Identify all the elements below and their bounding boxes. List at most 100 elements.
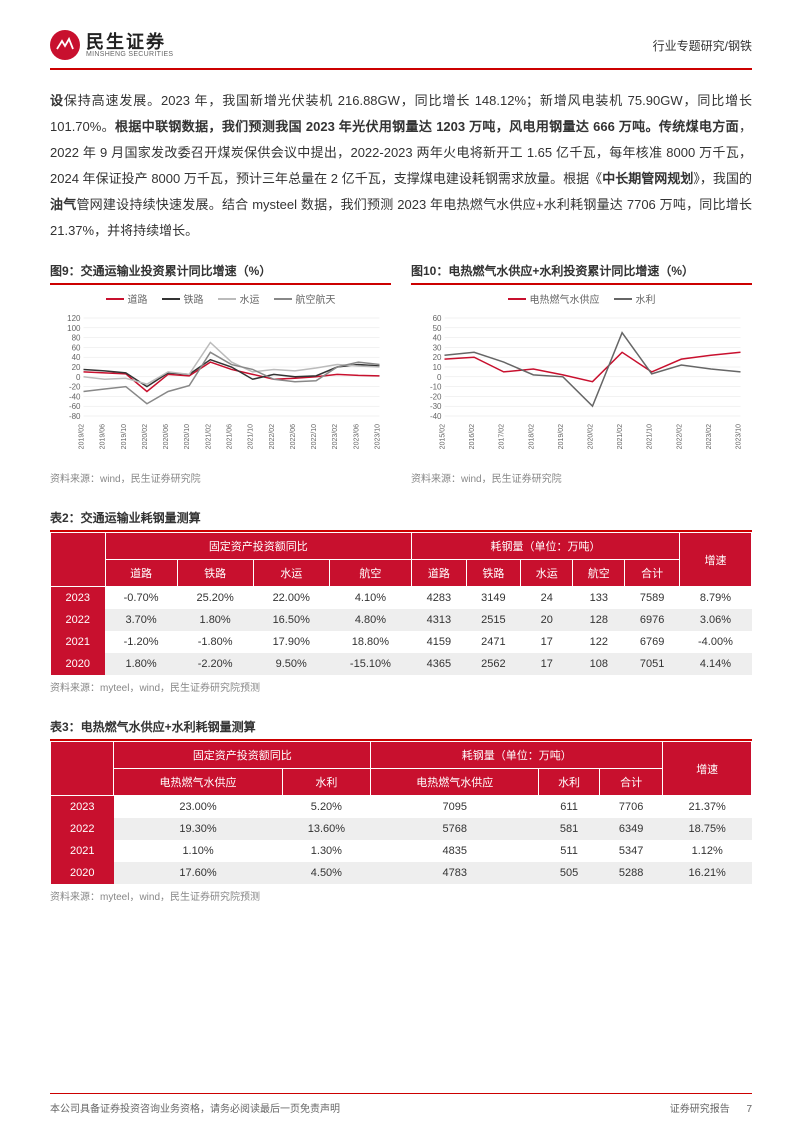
svg-text:20: 20 xyxy=(433,353,442,362)
svg-text:2022/02: 2022/02 xyxy=(676,424,683,449)
svg-text:-40: -40 xyxy=(69,392,81,401)
svg-text:2022/06: 2022/06 xyxy=(290,424,297,449)
svg-text:-30: -30 xyxy=(430,402,442,411)
table-cell: 5288 xyxy=(599,862,663,884)
svg-text:2022/10: 2022/10 xyxy=(311,424,318,449)
footer-disclaimer: 本公司具备证券投资咨询业务资格，请务必阅读最后一页免责声明 xyxy=(50,1100,340,1115)
table-cell: 5768 xyxy=(371,818,539,840)
table-row-year: 2022 xyxy=(51,609,106,631)
table-cell: 4.10% xyxy=(329,587,411,610)
logo-text-en: MINSHENG SECURITIES xyxy=(86,51,173,58)
svg-text:2018/02: 2018/02 xyxy=(528,424,535,449)
svg-text:2023/02: 2023/02 xyxy=(332,424,339,449)
table-cell: 3149 xyxy=(466,587,521,610)
table-2-title: 表2：交通运输业耗钢量测算 xyxy=(50,509,752,532)
svg-text:80: 80 xyxy=(72,334,81,343)
logo-text-cn: 民生证券 xyxy=(86,33,173,51)
table-cell: 1.80% xyxy=(177,609,253,631)
table-cell: 581 xyxy=(539,818,600,840)
table-row-year: 2023 xyxy=(51,796,114,819)
chart-10-legend: 电热燃气水供应 水利 xyxy=(411,291,752,306)
table-cell: 18.75% xyxy=(663,818,752,840)
table-cell: 2562 xyxy=(466,653,521,675)
table-cell: 4313 xyxy=(412,609,467,631)
chart-9-legend: 道路铁路水运航空航天 xyxy=(50,291,391,306)
logo: 民生证券 MINSHENG SECURITIES xyxy=(50,30,173,60)
legend-item: 道路 xyxy=(106,291,148,306)
legend-label: 铁路 xyxy=(184,291,204,306)
svg-text:2017/02: 2017/02 xyxy=(499,424,506,449)
table-sub-header: 合计 xyxy=(625,560,680,587)
table-cell: 6349 xyxy=(599,818,663,840)
legend-label: 水利 xyxy=(636,291,656,306)
table-row: 2023-0.70%25.20%22.00%4.10%4283314924133… xyxy=(51,587,752,610)
table-sub-header: 电热燃气水供应 xyxy=(371,769,539,796)
table-group-header: 耗钢量（单位：万吨） xyxy=(412,533,680,560)
svg-text:2023/10: 2023/10 xyxy=(736,424,743,449)
table-cell: -4.00% xyxy=(679,631,751,653)
svg-text:-10: -10 xyxy=(430,383,442,392)
svg-text:60: 60 xyxy=(433,314,442,323)
table-row-year: 2020 xyxy=(51,653,106,675)
table-cell: 17 xyxy=(521,653,573,675)
chart-9: 图9：交通运输业投资累计同比增速（%） 道路铁路水运航空航天 -80-60-40… xyxy=(50,262,391,485)
table-3-source: 资料来源：myteel，wind，民生证券研究院预测 xyxy=(50,888,752,903)
footer-page-number: 7 xyxy=(746,1104,752,1115)
svg-text:2021/06: 2021/06 xyxy=(227,424,234,449)
table-row-year: 2021 xyxy=(51,631,106,653)
table-sub-header: 电热燃气水供应 xyxy=(114,769,282,796)
svg-text:2021/02: 2021/02 xyxy=(205,424,212,449)
svg-text:2022/02: 2022/02 xyxy=(269,424,276,449)
table-cell: 6976 xyxy=(625,609,680,631)
table-cell: 505 xyxy=(539,862,600,884)
svg-text:2015/02: 2015/02 xyxy=(440,424,447,449)
footer-report-label: 证券研究报告 xyxy=(670,1104,730,1115)
table-2-source: 资料来源：myteel，wind，民生证券研究院预测 xyxy=(50,679,752,694)
table-cell: 128 xyxy=(573,609,625,631)
table-row: 202323.00%5.20%7095611770621.37% xyxy=(51,796,752,819)
svg-text:2020/02: 2020/02 xyxy=(588,424,595,449)
svg-text:30: 30 xyxy=(433,343,442,352)
table-cell: -1.80% xyxy=(177,631,253,653)
page-header: 民生证券 MINSHENG SECURITIES 行业专题研究/钢铁 xyxy=(50,30,752,70)
table-row-year: 2022 xyxy=(51,818,114,840)
table-sub-header: 航空 xyxy=(573,560,625,587)
table-3: 固定资产投资额同比耗钢量（单位：万吨）增速电热燃气水供应水利电热燃气水供应水利合… xyxy=(50,741,752,884)
table-cell: 9.50% xyxy=(253,653,329,675)
svg-text:60: 60 xyxy=(72,343,81,352)
svg-text:-40: -40 xyxy=(430,412,442,421)
legend-swatch xyxy=(162,298,180,300)
chart-10-title: 图10：电热燃气水供应+水利投资累计同比增速（%） xyxy=(411,262,752,285)
table-cell: 4.14% xyxy=(679,653,751,675)
table-cell: 1.10% xyxy=(114,840,282,862)
chart-9-source: 资料来源：wind，民生证券研究院 xyxy=(50,470,391,485)
table-cell: -2.20% xyxy=(177,653,253,675)
svg-text:2016/02: 2016/02 xyxy=(469,424,476,449)
legend-swatch xyxy=(218,298,236,300)
table-cell: 511 xyxy=(539,840,600,862)
legend-label: 航空航天 xyxy=(296,291,336,306)
table-cell: 23.00% xyxy=(114,796,282,819)
chart-10-source: 资料来源：wind，民生证券研究院 xyxy=(411,470,752,485)
table-cell: 2515 xyxy=(466,609,521,631)
svg-text:0: 0 xyxy=(437,373,442,382)
svg-text:120: 120 xyxy=(67,314,81,323)
svg-text:10: 10 xyxy=(433,363,442,372)
table-cell: 2471 xyxy=(466,631,521,653)
table-cell: 4.50% xyxy=(282,862,371,884)
svg-text:2023/06: 2023/06 xyxy=(353,424,360,449)
svg-text:2023/02: 2023/02 xyxy=(706,424,713,449)
table-cell: 5.20% xyxy=(282,796,371,819)
table-cell: 6769 xyxy=(625,631,680,653)
legend-swatch xyxy=(614,298,632,300)
table-row: 20201.80%-2.20%9.50%-15.10%4365256217108… xyxy=(51,653,752,675)
legend-label: 电热燃气水供应 xyxy=(530,291,600,306)
table-cell: 1.80% xyxy=(105,653,177,675)
table-cell: 24 xyxy=(521,587,573,610)
svg-text:2021/10: 2021/10 xyxy=(647,424,654,449)
legend-item: 航空航天 xyxy=(274,291,336,306)
table-cell: 13.60% xyxy=(282,818,371,840)
table-cell: 20 xyxy=(521,609,573,631)
svg-text:2019/10: 2019/10 xyxy=(121,424,128,449)
charts-row: 图9：交通运输业投资累计同比增速（%） 道路铁路水运航空航天 -80-60-40… xyxy=(50,262,752,485)
